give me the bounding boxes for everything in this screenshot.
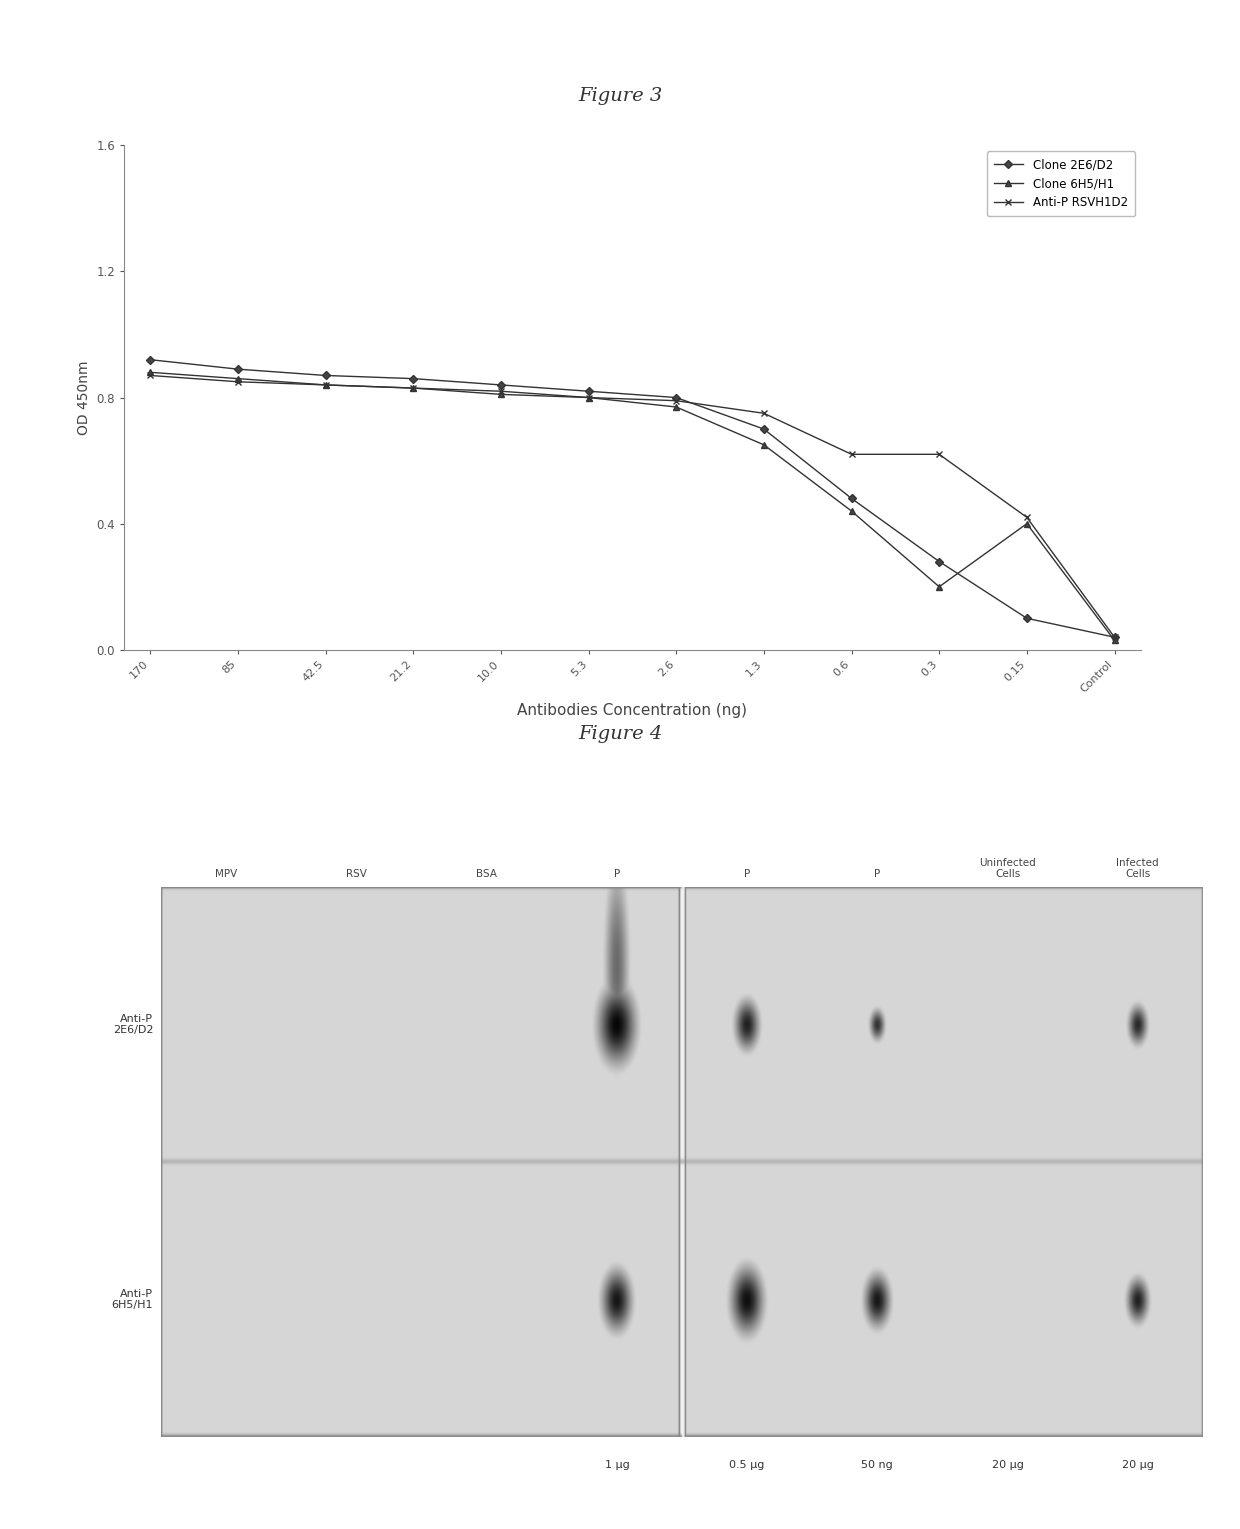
Text: Anti-P
6H5/H1: Anti-P 6H5/H1 <box>112 1289 154 1310</box>
Clone 2E6/D2 <box>668 388 683 407</box>
Anti-P RSVH1D2 <box>1019 508 1034 526</box>
Clone 6H5/H1 <box>405 379 420 398</box>
Clone 6H5/H1 <box>931 578 946 596</box>
Clone 2E6/D2 <box>494 376 508 394</box>
Anti-P RSVH1D2 <box>668 391 683 410</box>
Line: Anti-P RSVH1D2: Anti-P RSVH1D2 <box>148 373 1117 641</box>
Clone 6H5/H1 <box>582 388 596 407</box>
Anti-P RSVH1D2 <box>756 404 771 422</box>
Anti-P RSVH1D2 <box>1107 628 1122 647</box>
Bar <box>161 887 678 1437</box>
Text: RSV: RSV <box>346 868 367 879</box>
Line: Clone 6H5/H1: Clone 6H5/H1 <box>148 368 1117 644</box>
Clone 6H5/H1 <box>319 376 334 394</box>
Text: P: P <box>614 868 620 879</box>
Text: 0.5 μg: 0.5 μg <box>729 1460 765 1469</box>
Clone 6H5/H1 <box>143 362 157 381</box>
Anti-P RSVH1D2 <box>405 379 420 398</box>
Anti-P RSVH1D2 <box>844 445 859 463</box>
Clone 6H5/H1 <box>668 398 683 416</box>
Clone 2E6/D2 <box>844 489 859 508</box>
Anti-P RSVH1D2 <box>582 388 596 407</box>
Text: Uninfected
Cells: Uninfected Cells <box>980 858 1035 879</box>
Clone 2E6/D2 <box>319 367 334 385</box>
Text: 20 μg: 20 μg <box>1122 1460 1153 1469</box>
Clone 6H5/H1 <box>844 502 859 520</box>
Text: Figure 3: Figure 3 <box>578 87 662 104</box>
Text: P: P <box>744 868 750 879</box>
Clone 2E6/D2 <box>143 350 157 368</box>
Anti-P RSVH1D2 <box>931 445 946 463</box>
Text: MPV: MPV <box>216 868 237 879</box>
X-axis label: Antibodies Concentration (ng): Antibodies Concentration (ng) <box>517 703 748 717</box>
Clone 2E6/D2 <box>231 359 246 378</box>
Text: 1 μg: 1 μg <box>605 1460 629 1469</box>
Text: Figure 4: Figure 4 <box>578 725 662 743</box>
Text: P: P <box>874 868 880 879</box>
Text: Anti-P
2E6/D2: Anti-P 2E6/D2 <box>113 1014 154 1035</box>
Clone 6H5/H1 <box>756 436 771 454</box>
Clone 6H5/H1 <box>1107 631 1122 650</box>
Clone 2E6/D2 <box>1107 628 1122 647</box>
Bar <box>686 887 1203 1437</box>
Clone 6H5/H1 <box>231 370 246 388</box>
Anti-P RSVH1D2 <box>231 373 246 391</box>
Legend: Clone 2E6/D2, Clone 6H5/H1, Anti-P RSVH1D2: Clone 2E6/D2, Clone 6H5/H1, Anti-P RSVH1… <box>987 151 1135 216</box>
Text: Infected
Cells: Infected Cells <box>1116 858 1159 879</box>
Anti-P RSVH1D2 <box>494 382 508 401</box>
Y-axis label: OD 450nm: OD 450nm <box>77 361 91 434</box>
Anti-P RSVH1D2 <box>143 367 157 385</box>
Anti-P RSVH1D2 <box>319 376 334 394</box>
Text: 50 ng: 50 ng <box>862 1460 893 1469</box>
Text: 20 μg: 20 μg <box>992 1460 1023 1469</box>
Clone 6H5/H1 <box>1019 514 1034 532</box>
Clone 2E6/D2 <box>405 370 420 388</box>
Clone 2E6/D2 <box>756 420 771 439</box>
Text: BSA: BSA <box>476 868 497 879</box>
Clone 2E6/D2 <box>931 552 946 570</box>
Clone 2E6/D2 <box>1019 609 1034 627</box>
Clone 2E6/D2 <box>582 382 596 401</box>
Line: Clone 2E6/D2: Clone 2E6/D2 <box>148 356 1117 641</box>
Clone 6H5/H1 <box>494 385 508 404</box>
